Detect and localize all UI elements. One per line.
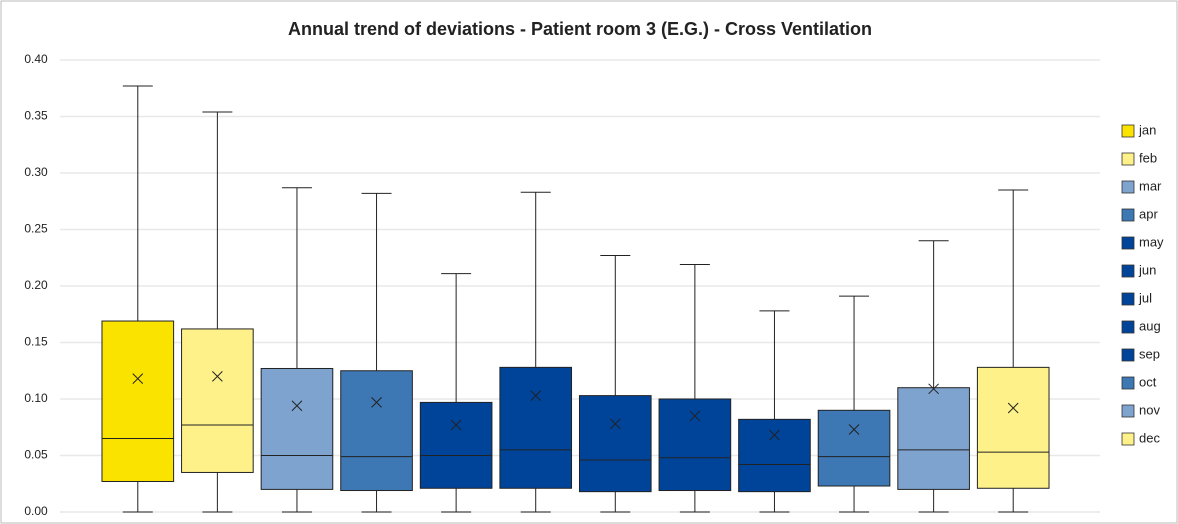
y-tick-label: 0.15 <box>24 335 48 349</box>
mean-marker <box>769 429 780 441</box>
legend-label: jan <box>1138 122 1156 137</box>
box <box>419 401 493 489</box>
box <box>499 366 573 489</box>
legend-label: oct <box>1139 374 1157 389</box>
legend-label: feb <box>1139 150 1157 165</box>
legend-label: may <box>1139 234 1164 249</box>
legend-swatch <box>1121 236 1135 250</box>
legend-label: sep <box>1139 346 1160 361</box>
box <box>817 409 891 487</box>
y-tick-label: 0.10 <box>24 391 48 405</box>
legend-label: mar <box>1139 178 1162 193</box>
mean-marker <box>609 418 621 430</box>
mean-marker <box>291 400 303 412</box>
legend-swatch <box>1121 348 1135 362</box>
legend-label: aug <box>1139 318 1161 333</box>
legend-label: dec <box>1139 430 1160 445</box>
mean-marker <box>530 390 542 401</box>
legend-swatch <box>1121 152 1135 166</box>
mean-marker <box>132 373 144 385</box>
legend-label: jul <box>1138 290 1152 305</box>
mean-marker <box>928 383 939 395</box>
box <box>181 328 254 473</box>
box <box>976 366 1050 489</box>
box <box>897 387 970 490</box>
y-tick-label: 0.35 <box>24 109 48 123</box>
box <box>340 370 413 492</box>
legend-label: jun <box>1138 262 1156 277</box>
mean-marker <box>212 371 223 382</box>
mean-marker <box>450 419 462 431</box>
y-tick-label: 0.25 <box>24 222 48 236</box>
box <box>738 418 811 493</box>
mean-marker <box>689 410 701 422</box>
legend-swatch <box>1121 404 1135 418</box>
legend-swatch <box>1121 124 1135 138</box>
y-tick-label: 0.40 <box>24 52 48 66</box>
box <box>578 395 652 493</box>
y-tick-label: 0.00 <box>24 504 48 518</box>
box <box>101 320 175 482</box>
box <box>260 367 334 490</box>
legend-swatch <box>1121 376 1135 390</box>
box <box>658 398 732 492</box>
y-tick-label: 0.30 <box>24 165 48 179</box>
legend-swatch <box>1121 180 1135 194</box>
legend-swatch <box>1121 292 1135 306</box>
mean-marker <box>1007 402 1019 414</box>
legend-swatch <box>1121 208 1135 222</box>
legend-label: nov <box>1139 402 1160 417</box>
legend-label: apr <box>1139 206 1158 221</box>
y-tick-label: 0.20 <box>24 278 48 292</box>
mean-marker <box>848 424 860 435</box>
legend-swatch <box>1121 320 1135 334</box>
legend-swatch <box>1121 264 1135 278</box>
legend-swatch <box>1121 432 1135 446</box>
chart-title: Annual trend of deviations - Patient roo… <box>288 19 872 39</box>
y-tick-label: 0.05 <box>24 448 48 462</box>
mean-marker <box>371 397 382 408</box>
